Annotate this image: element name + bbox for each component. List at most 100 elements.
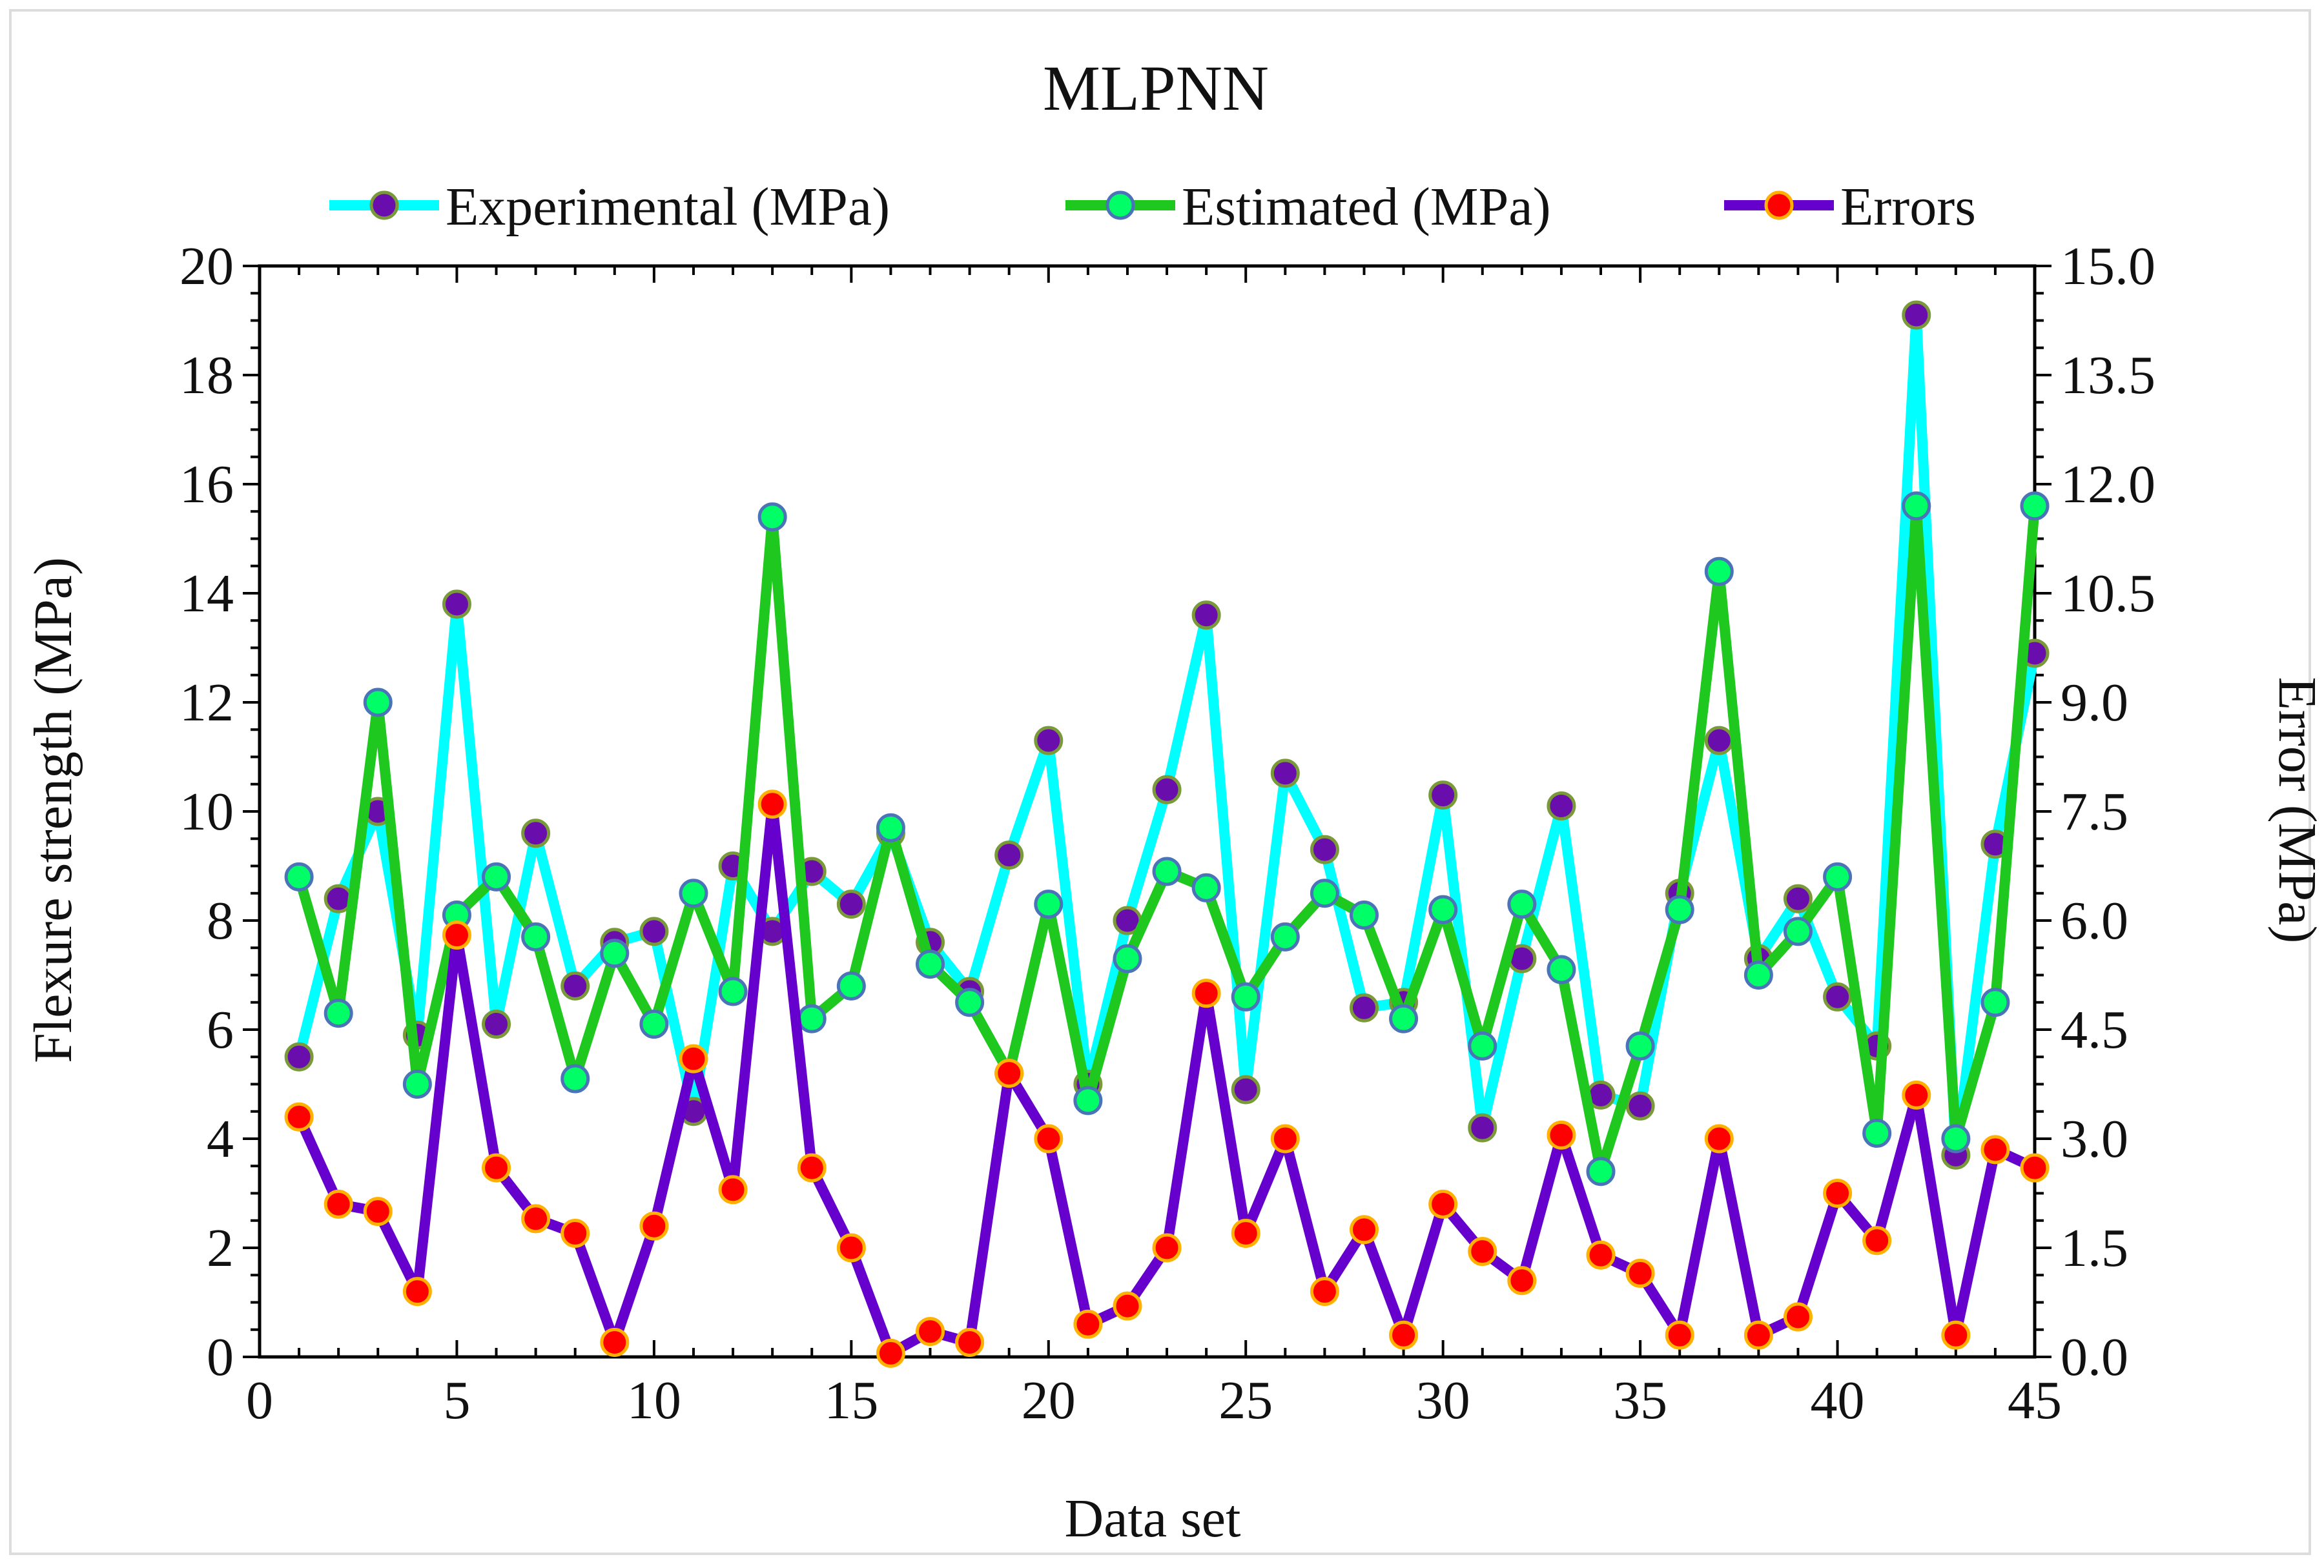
data-point-estimated (1507, 890, 1537, 919)
y-tick-label: 10 (180, 782, 234, 842)
y2-axis-title: Error (MPa) (2267, 677, 2324, 944)
y2-tick-label: 7.5 (2061, 782, 2128, 842)
data-point-errors (1902, 1080, 1931, 1110)
data-point-experimental (1547, 791, 1576, 821)
data-point-errors (402, 1277, 432, 1307)
data-point-errors (1507, 1266, 1537, 1296)
data-point-experimental (1270, 759, 1300, 788)
data-point-estimated (324, 999, 353, 1028)
data-point-estimated (1743, 961, 1773, 990)
data-point-estimated (2020, 491, 2050, 521)
data-point-errors (1113, 1291, 1142, 1321)
y-tick-label: 20 (180, 236, 234, 296)
legend-item-errors: Errors (1724, 177, 1976, 237)
data-point-errors (876, 1338, 905, 1368)
x-tick-label: 30 (1416, 1370, 1470, 1431)
data-point-estimated (1468, 1031, 1497, 1061)
data-point-estimated (1941, 1124, 1971, 1154)
data-point-estimated (1389, 1004, 1419, 1033)
y-tick-label: 14 (180, 564, 234, 624)
data-point-estimated (600, 939, 630, 968)
data-point-estimated (1113, 944, 1142, 973)
x-tick-label: 45 (2008, 1370, 2062, 1431)
data-point-experimental (442, 589, 471, 619)
data-point-estimated (1270, 922, 1300, 952)
x-tick-label: 10 (627, 1370, 681, 1431)
data-point-errors (1704, 1124, 1734, 1154)
data-point-errors (1586, 1240, 1616, 1270)
data-point-errors (1389, 1320, 1419, 1350)
x-tick-label: 40 (1811, 1370, 1865, 1431)
data-point-experimental (1428, 780, 1458, 810)
y2-tick-label: 12.0 (2061, 454, 2155, 514)
data-point-experimental (1823, 982, 1853, 1012)
series-estimated (284, 491, 2050, 1186)
data-point-errors (1073, 1309, 1103, 1339)
data-point-errors (1270, 1124, 1300, 1154)
data-point-errors (560, 1218, 590, 1248)
data-point-errors (836, 1233, 866, 1263)
data-point-errors (757, 789, 787, 819)
data-point-estimated (836, 971, 866, 1001)
y-tick-label: 12 (180, 673, 234, 733)
axes: 0 5 10 15 20 25 30 35 40 45 0 2 4 6 8 10 12 14 16 18 20 0.0 1.… (180, 236, 2155, 1431)
data-point-experimental (1152, 775, 1182, 804)
data-point-errors (1783, 1302, 1813, 1332)
data-point-estimated (1428, 895, 1458, 924)
data-point-experimental (482, 1010, 511, 1039)
x-tick-label: 25 (1219, 1370, 1273, 1431)
data-point-errors (1665, 1320, 1694, 1350)
data-point-errors (2020, 1153, 2050, 1183)
series-line-estimated (294, 500, 2040, 1177)
legend-marker-estimated (1105, 190, 1135, 220)
data-point-errors (1468, 1237, 1497, 1267)
x-axis-title: Data set (1065, 1489, 1241, 1549)
data-point-experimental (994, 840, 1024, 870)
legend-item-experimental: Experimental (MPa) (329, 177, 890, 237)
data-point-errors (994, 1059, 1024, 1088)
x-tick-label: 0 (246, 1370, 273, 1431)
x-tick-label: 35 (1613, 1370, 1667, 1431)
legend-item-estimated: Estimated (MPa) (1065, 177, 1551, 237)
series-experimental (284, 300, 2050, 1170)
y2-tick-label: 13.5 (2061, 345, 2155, 405)
data-point-estimated (1231, 982, 1260, 1012)
data-point-errors (1625, 1258, 1655, 1288)
y-tick-label: 6 (207, 1000, 234, 1060)
data-point-experimental (1625, 1091, 1655, 1121)
y2-tick-label: 0.0 (2061, 1327, 2128, 1387)
legend-label-estimated: Estimated (MPa) (1182, 177, 1551, 237)
data-point-experimental (1783, 884, 1813, 913)
x-tick-label: 15 (824, 1370, 878, 1431)
data-point-estimated (521, 922, 551, 952)
data-point-experimental (1349, 993, 1379, 1023)
chart-title: MLPNN (1043, 52, 1269, 124)
x-tick-label: 5 (443, 1370, 470, 1431)
data-point-estimated (955, 988, 985, 1017)
y2-tick-label: 15.0 (2061, 236, 2155, 296)
data-point-errors (1191, 979, 1221, 1008)
y2-tick-label: 1.5 (2061, 1218, 2128, 1278)
y-tick-label: 8 (207, 891, 234, 951)
y2-tick-label: 6.0 (2061, 891, 2128, 951)
data-point-estimated (1862, 1119, 1892, 1148)
legend-marker-errors (1764, 190, 1794, 220)
data-point-experimental (1310, 835, 1339, 864)
data-point-experimental (1034, 726, 1064, 755)
data-point-errors (1941, 1320, 1971, 1350)
data-point-errors (1428, 1189, 1458, 1219)
data-point-estimated (1586, 1157, 1616, 1186)
data-point-errors (955, 1327, 985, 1357)
data-point-estimated (402, 1070, 432, 1099)
y-tick-label: 2 (207, 1218, 234, 1278)
data-point-errors (1349, 1215, 1379, 1245)
y2-tick-label: 9.0 (2061, 673, 2128, 733)
data-point-errors (916, 1317, 945, 1347)
data-point-estimated (1665, 895, 1694, 924)
data-point-experimental (1231, 1075, 1260, 1105)
data-point-errors (1310, 1277, 1339, 1307)
data-point-estimated (718, 977, 748, 1006)
data-point-estimated (363, 687, 393, 717)
data-point-errors (1547, 1120, 1576, 1150)
data-point-estimated (1547, 955, 1576, 984)
